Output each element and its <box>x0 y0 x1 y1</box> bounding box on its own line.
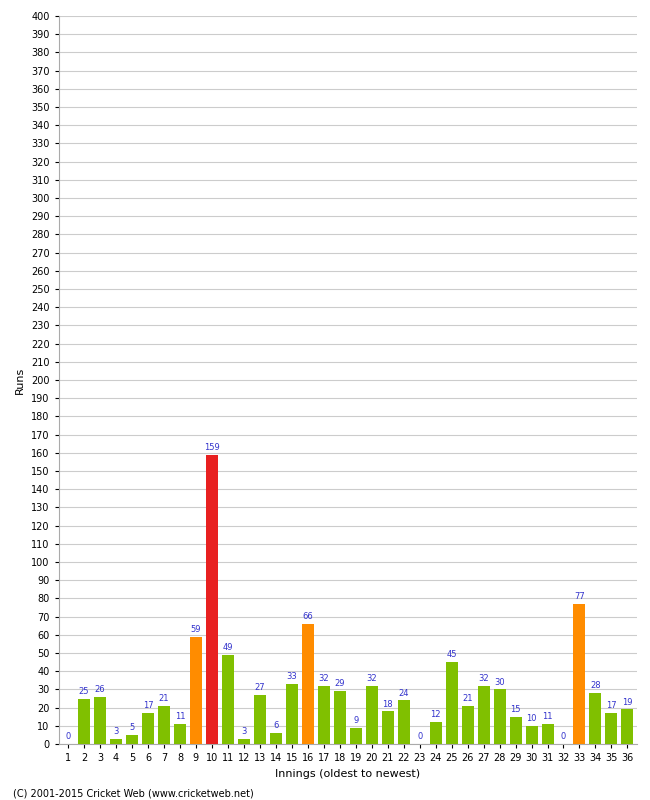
Bar <box>110 738 122 744</box>
Text: 19: 19 <box>622 698 632 706</box>
Bar <box>462 706 474 744</box>
Bar <box>222 655 234 744</box>
Bar <box>318 686 330 744</box>
Bar <box>621 710 633 744</box>
Text: 28: 28 <box>590 682 601 690</box>
Bar <box>270 733 282 744</box>
Text: 49: 49 <box>223 643 233 652</box>
Bar <box>206 454 218 744</box>
Bar <box>158 706 170 744</box>
Text: 21: 21 <box>159 694 169 703</box>
Text: 18: 18 <box>382 699 393 709</box>
Text: 0: 0 <box>66 732 71 742</box>
Bar <box>446 662 458 744</box>
Bar <box>526 726 538 744</box>
Text: 32: 32 <box>318 674 329 683</box>
Text: 11: 11 <box>542 712 552 722</box>
Text: 17: 17 <box>143 702 153 710</box>
Text: 12: 12 <box>430 710 441 719</box>
Bar <box>493 690 506 744</box>
Bar <box>238 738 250 744</box>
Bar <box>541 724 554 744</box>
Bar <box>350 728 362 744</box>
Bar <box>142 713 154 744</box>
Text: (C) 2001-2015 Cricket Web (www.cricketweb.net): (C) 2001-2015 Cricket Web (www.cricketwe… <box>13 788 254 798</box>
Text: 66: 66 <box>302 612 313 621</box>
Bar <box>366 686 378 744</box>
Text: 15: 15 <box>510 705 521 714</box>
Text: 17: 17 <box>606 702 617 710</box>
Text: 3: 3 <box>113 727 119 736</box>
Text: 32: 32 <box>367 674 377 683</box>
Text: 9: 9 <box>353 716 358 725</box>
Text: 77: 77 <box>574 592 585 601</box>
Bar <box>430 722 441 744</box>
Text: 21: 21 <box>462 694 473 703</box>
Bar <box>190 637 202 744</box>
Bar <box>94 697 106 744</box>
Bar <box>382 711 394 744</box>
Bar <box>510 717 521 744</box>
Bar <box>286 684 298 744</box>
Text: 11: 11 <box>175 712 185 722</box>
Text: 6: 6 <box>273 722 278 730</box>
Bar <box>78 698 90 744</box>
Text: 24: 24 <box>398 689 409 698</box>
X-axis label: Innings (oldest to newest): Innings (oldest to newest) <box>275 769 421 778</box>
Bar <box>302 624 314 744</box>
Text: 29: 29 <box>335 679 345 689</box>
Text: 159: 159 <box>204 443 220 452</box>
Text: 0: 0 <box>417 732 422 742</box>
Y-axis label: Runs: Runs <box>16 366 25 394</box>
Text: 59: 59 <box>190 625 202 634</box>
Bar <box>605 713 617 744</box>
Bar <box>590 693 601 744</box>
Text: 32: 32 <box>478 674 489 683</box>
Text: 10: 10 <box>526 714 537 723</box>
Bar <box>333 691 346 744</box>
Text: 5: 5 <box>129 723 135 732</box>
Text: 25: 25 <box>79 686 89 696</box>
Bar <box>254 695 266 744</box>
Bar <box>478 686 489 744</box>
Text: 26: 26 <box>95 685 105 694</box>
Text: 30: 30 <box>494 678 505 686</box>
Text: 33: 33 <box>287 672 297 682</box>
Bar <box>573 604 586 744</box>
Text: 45: 45 <box>447 650 457 659</box>
Bar <box>174 724 186 744</box>
Bar <box>126 735 138 744</box>
Bar <box>398 700 410 744</box>
Text: 27: 27 <box>255 683 265 692</box>
Text: 0: 0 <box>561 732 566 742</box>
Text: 3: 3 <box>241 727 246 736</box>
